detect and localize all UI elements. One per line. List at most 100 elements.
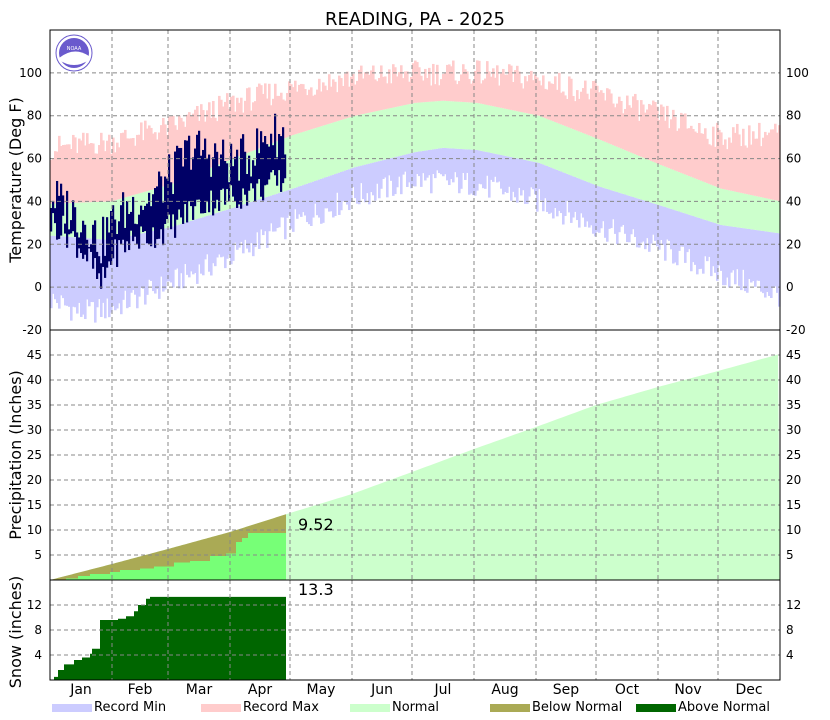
record-max-bar [304,88,307,132]
record-max-bar [578,98,581,132]
record-max-bar [464,69,467,103]
record-min-bar [554,169,557,209]
record-max-bar [244,100,247,154]
record-min-bar [642,200,645,242]
record-max-bar [538,80,541,116]
normal-range-bar [632,153,635,198]
normal-range-bar [104,201,107,240]
observed-temp-bar [170,182,173,230]
record-max-bar [588,99,591,136]
normal-range-bar [86,202,89,239]
record-max-bar [98,145,101,202]
record-min-bar [546,166,549,212]
normal-range-bar [494,106,497,154]
normal-range-bar [490,105,493,153]
normal-range-bar [540,116,543,164]
record-min-bar [120,237,123,315]
normal-range-bar [748,194,751,229]
record-min-bar [720,225,723,271]
record-max-bar [270,105,273,144]
record-min-bar [678,211,681,251]
record-max-bar [466,71,469,103]
normal-range-bar [502,108,505,156]
normal-range-bar [600,140,603,188]
record-min-bar [762,231,765,294]
record-max-bar [716,122,719,187]
observed-temp-bar [110,210,113,265]
snow-tick-label-left: 8 [34,623,42,637]
record-max-bar [228,108,231,161]
record-min-bar [634,197,637,237]
record-min-bar [484,151,487,189]
observed-temp-bar [130,211,133,231]
temp-tick-label-right: 100 [786,66,809,80]
record-max-bar [384,76,387,110]
normal-range-bar [580,132,583,180]
record-max-bar [408,81,411,105]
record-max-bar [664,120,667,167]
normal-range-bar [544,118,547,166]
record-min-bar [754,229,757,287]
record-min-bar [58,236,61,309]
record-min-bar [518,158,521,188]
record-max-bar [60,145,63,204]
record-min-bar [714,223,717,273]
record-max-bar [528,75,531,114]
record-max-bar [440,79,443,101]
record-min-bar [110,240,113,313]
record-max-bar [750,144,753,195]
record-max-bar [234,111,237,158]
observed-temp-bar [266,144,269,185]
record-min-bar [698,217,701,270]
observed-temp-bar [100,263,103,289]
observed-temp-bar [164,176,167,224]
record-min-bar [70,237,73,321]
record-min-bar [232,207,235,261]
record-max-bar [418,67,421,103]
record-max-bar [770,129,773,200]
record-max-bar [160,125,163,188]
record-min-bar [324,177,327,209]
record-max-bar [628,105,631,152]
record-max-bar [96,153,99,202]
normal-range-bar [516,111,519,159]
record-max-bar [512,82,515,111]
record-max-bar [524,76,527,113]
record-max-bar [552,83,555,122]
record-min-bar [460,148,463,189]
normal-range-bar [698,179,701,218]
record-max-bar [54,151,57,204]
record-max-bar [548,81,551,120]
normal-range-bar [384,109,387,160]
normal-range-bar [82,202,85,238]
normal-range-bar [286,137,289,191]
normal-range-bar [616,146,619,193]
record-min-bar [340,171,343,211]
record-min-bar [444,147,447,175]
observed-temp-bar [240,138,243,209]
record-max-bar [540,85,543,117]
record-max-bar [164,124,167,186]
normal-range-bar [288,136,291,190]
record-max-bar [100,132,103,202]
record-max-bar [156,139,159,189]
normal-range-bar [96,201,99,239]
record-max-bar [284,100,287,139]
normal-range-bar [526,113,529,161]
record-min-bar [690,215,693,272]
record-max-bar [128,138,131,197]
record-min-bar [234,207,237,243]
record-min-bar [610,190,613,229]
normal-range-bar [486,104,489,153]
observed-temp-bar [166,178,169,220]
record-min-bar [488,152,491,198]
observed-temp-bar [104,255,107,278]
observed-temp-bar [86,239,89,262]
record-min-bar [446,148,449,181]
record-min-bar [130,235,133,293]
observed-temp-bar [284,154,287,179]
record-max-bar [690,125,693,177]
record-min-bar [576,177,579,221]
normal-range-bar [594,137,597,185]
record-max-bar [414,60,417,103]
